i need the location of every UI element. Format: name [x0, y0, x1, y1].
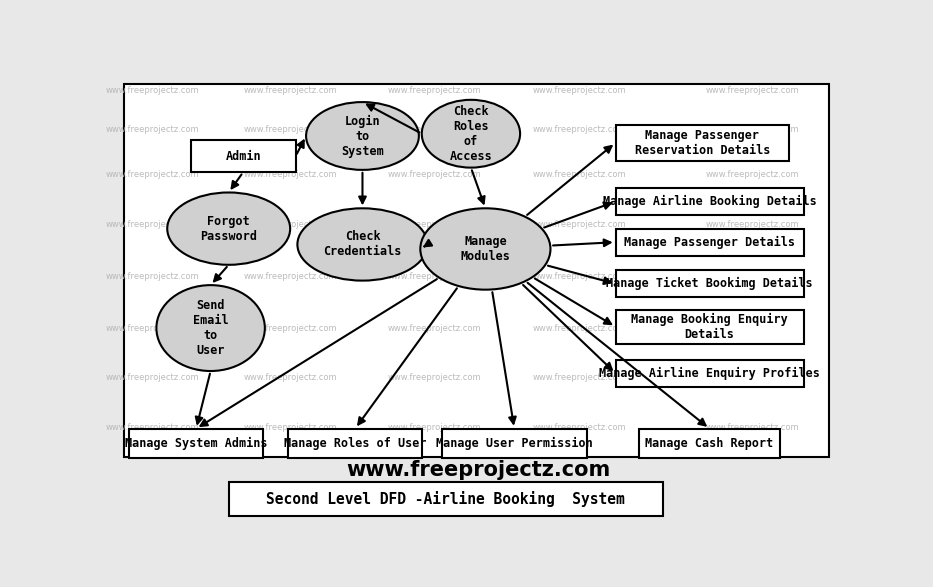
- Text: www.freeprojectz.com: www.freeprojectz.com: [106, 423, 200, 432]
- Text: Manage Airline Booking Details: Manage Airline Booking Details: [603, 195, 816, 208]
- Text: Login
to
System: Login to System: [341, 114, 383, 157]
- Text: www.freeprojectz.com: www.freeprojectz.com: [533, 423, 626, 432]
- Text: www.freeprojectz.com: www.freeprojectz.com: [706, 170, 800, 179]
- Text: www.freeprojectz.com: www.freeprojectz.com: [244, 423, 337, 432]
- Text: www.freeprojectz.com: www.freeprojectz.com: [388, 124, 481, 134]
- Text: www.freeprojectz.com: www.freeprojectz.com: [244, 86, 337, 95]
- Text: Check
Roles
of
Access: Check Roles of Access: [450, 104, 493, 163]
- Text: www.freeprojectz.com: www.freeprojectz.com: [533, 124, 626, 134]
- FancyBboxPatch shape: [616, 310, 803, 343]
- Text: www.freeprojectz.com: www.freeprojectz.com: [106, 86, 200, 95]
- Text: www.freeprojectz.com: www.freeprojectz.com: [244, 272, 337, 281]
- Text: www.freeprojectz.com: www.freeprojectz.com: [706, 220, 800, 228]
- Text: Manage Passenger
Reservation Details: Manage Passenger Reservation Details: [634, 129, 770, 157]
- Text: www.freeprojectz.com: www.freeprojectz.com: [388, 323, 481, 333]
- Text: www.freeprojectz.com: www.freeprojectz.com: [706, 124, 800, 134]
- Text: www.freeprojectz.com: www.freeprojectz.com: [244, 124, 337, 134]
- Text: www.freeprojectz.com: www.freeprojectz.com: [706, 323, 800, 333]
- FancyBboxPatch shape: [639, 429, 780, 458]
- Text: www.freeprojectz.com: www.freeprojectz.com: [706, 423, 800, 432]
- Text: www.freeprojectz.com: www.freeprojectz.com: [533, 373, 626, 382]
- Text: Manage Passenger Details: Manage Passenger Details: [624, 235, 795, 249]
- FancyBboxPatch shape: [442, 429, 587, 458]
- Text: www.freeprojectz.com: www.freeprojectz.com: [388, 272, 481, 281]
- Ellipse shape: [420, 208, 550, 289]
- FancyBboxPatch shape: [616, 188, 803, 215]
- Text: www.freeprojectz.com: www.freeprojectz.com: [533, 86, 626, 95]
- Text: www.freeprojectz.com: www.freeprojectz.com: [706, 373, 800, 382]
- Text: Forgot
Password: Forgot Password: [201, 215, 258, 242]
- Text: Manage User Permission: Manage User Permission: [436, 437, 592, 450]
- Text: www.freeprojectz.com: www.freeprojectz.com: [244, 323, 337, 333]
- FancyBboxPatch shape: [124, 84, 829, 457]
- Text: Admin: Admin: [226, 150, 261, 163]
- Text: www.freeprojectz.com: www.freeprojectz.com: [533, 323, 626, 333]
- Ellipse shape: [306, 102, 419, 170]
- Text: www.freeprojectz.com: www.freeprojectz.com: [106, 323, 200, 333]
- Text: Manage System Admins: Manage System Admins: [125, 437, 268, 450]
- FancyBboxPatch shape: [616, 360, 803, 387]
- Text: Second Level DFD -Airline Booking  System: Second Level DFD -Airline Booking System: [266, 491, 625, 507]
- FancyBboxPatch shape: [229, 482, 662, 515]
- Text: www.freeprojectz.com: www.freeprojectz.com: [533, 272, 626, 281]
- Text: www.freeprojectz.com: www.freeprojectz.com: [388, 86, 481, 95]
- Text: www.freeprojectz.com: www.freeprojectz.com: [106, 272, 200, 281]
- Text: www.freeprojectz.com: www.freeprojectz.com: [244, 220, 337, 228]
- Text: www.freeprojectz.com: www.freeprojectz.com: [106, 373, 200, 382]
- Text: Manage Cash Report: Manage Cash Report: [646, 437, 773, 450]
- Text: www.freeprojectz.com: www.freeprojectz.com: [706, 86, 800, 95]
- Text: www.freeprojectz.com: www.freeprojectz.com: [706, 272, 800, 281]
- Text: www.freeprojectz.com: www.freeprojectz.com: [533, 220, 626, 228]
- Text: Manage Ticket Bookimg Details: Manage Ticket Bookimg Details: [606, 277, 813, 291]
- Text: Manage Booking Enquiry
Details: Manage Booking Enquiry Details: [631, 313, 788, 341]
- FancyBboxPatch shape: [616, 124, 789, 161]
- Text: www.freeprojectz.com: www.freeprojectz.com: [106, 124, 200, 134]
- Text: www.freeprojectz.com: www.freeprojectz.com: [388, 220, 481, 228]
- Text: www.freeprojectz.com: www.freeprojectz.com: [106, 220, 200, 228]
- Text: www.freeprojectz.com: www.freeprojectz.com: [388, 170, 481, 179]
- Text: www.freeprojectz.com: www.freeprojectz.com: [388, 423, 481, 432]
- Text: www.freeprojectz.com: www.freeprojectz.com: [244, 373, 337, 382]
- FancyBboxPatch shape: [616, 228, 803, 256]
- Text: Send
Email
to
User: Send Email to User: [193, 299, 229, 357]
- Text: www.freeprojectz.com: www.freeprojectz.com: [346, 460, 610, 480]
- FancyBboxPatch shape: [616, 270, 803, 298]
- FancyBboxPatch shape: [130, 429, 263, 458]
- Text: www.freeprojectz.com: www.freeprojectz.com: [533, 170, 626, 179]
- FancyBboxPatch shape: [190, 140, 296, 172]
- Text: www.freeprojectz.com: www.freeprojectz.com: [244, 170, 337, 179]
- Ellipse shape: [157, 285, 265, 371]
- FancyBboxPatch shape: [288, 429, 422, 458]
- Text: Manage Airline Enquiry Profiles: Manage Airline Enquiry Profiles: [599, 367, 820, 380]
- Ellipse shape: [298, 208, 427, 281]
- Text: www.freeprojectz.com: www.freeprojectz.com: [388, 373, 481, 382]
- Text: www.freeprojectz.com: www.freeprojectz.com: [106, 170, 200, 179]
- Ellipse shape: [422, 100, 520, 168]
- Text: Manage
Modules: Manage Modules: [461, 235, 510, 263]
- Text: Manage Roles of User: Manage Roles of User: [284, 437, 426, 450]
- Ellipse shape: [167, 193, 290, 265]
- Text: Check
Credentials: Check Credentials: [323, 231, 402, 258]
